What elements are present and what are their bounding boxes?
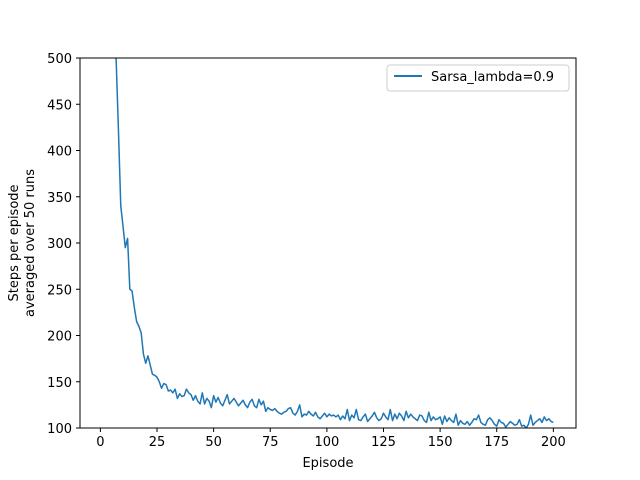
series-layer <box>115 58 554 428</box>
y-tick-label: 400 <box>47 145 72 160</box>
series-line-1 <box>115 58 554 428</box>
x-tick-label: 125 <box>371 435 396 450</box>
y-tick-label: 450 <box>47 98 72 113</box>
y-tick-label: 150 <box>47 376 72 391</box>
legend-label: Sarsa_lambda=0.9 <box>431 70 554 85</box>
x-tick-label: 200 <box>541 435 566 450</box>
y-tick-label: 350 <box>47 191 72 206</box>
x-tick-label: 175 <box>484 435 509 450</box>
plot-area <box>80 58 576 428</box>
x-axis-label: Episode <box>302 456 353 471</box>
y-tick-label: 250 <box>47 283 72 298</box>
x-tick-label: 0 <box>96 435 104 450</box>
legend: Sarsa_lambda=0.9 <box>386 64 570 92</box>
x-tick-label: 25 <box>149 435 166 450</box>
y-tick-label: 100 <box>47 422 72 437</box>
legend-box <box>386 64 570 92</box>
y-tick-label: 500 <box>47 52 72 67</box>
x-axis: 0 25 50 75 100 125 150 175 200 <box>96 428 566 450</box>
y-tick-label: 300 <box>47 237 72 252</box>
x-tick-label: 50 <box>205 435 222 450</box>
y-tick-label: 200 <box>47 330 72 345</box>
y-axis-label-line-2: averaged over 50 runs <box>23 169 38 317</box>
y-axis-label-line-1: Steps per episode <box>7 184 22 301</box>
y-axis: 100 150 200 250 300 350 400 450 500 <box>47 52 80 437</box>
x-tick-label: 100 <box>314 435 339 450</box>
x-tick-label: 75 <box>262 435 279 450</box>
x-tick-label: 150 <box>428 435 453 450</box>
